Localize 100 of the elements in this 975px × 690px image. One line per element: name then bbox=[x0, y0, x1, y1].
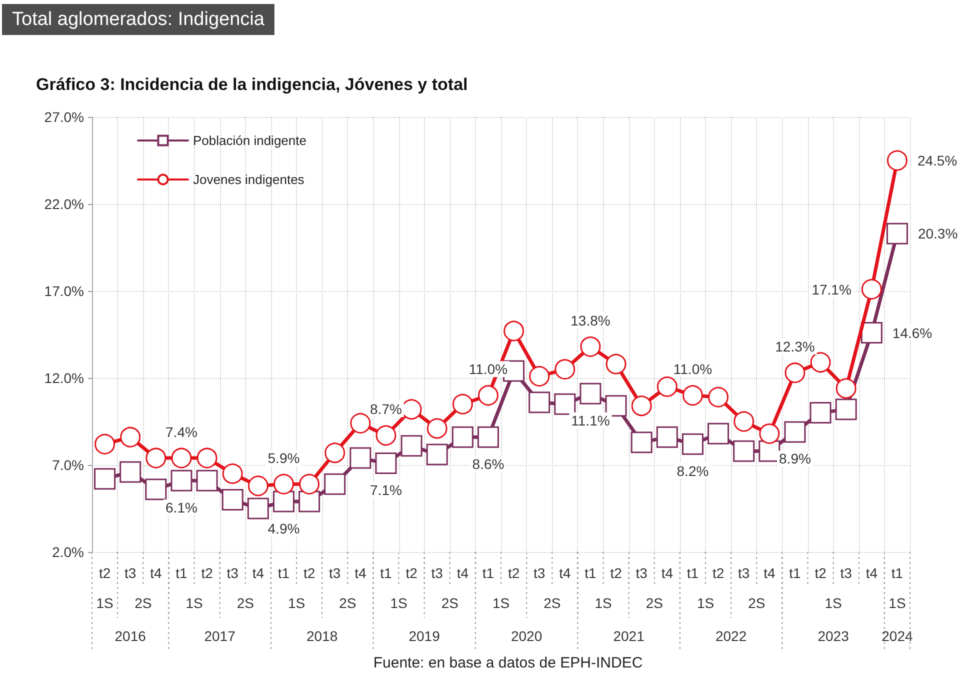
text: 2023 bbox=[818, 628, 850, 644]
text: 2S bbox=[339, 595, 356, 611]
data-label: 5.9% bbox=[268, 450, 300, 466]
point bbox=[196, 470, 218, 492]
x-tick-label: t2 bbox=[508, 565, 520, 581]
point bbox=[222, 489, 244, 511]
x-tick-label: t2 bbox=[610, 565, 622, 581]
chart-title: Total aglomerados: Indigencia bbox=[12, 9, 265, 30]
data-label: 6.1% bbox=[166, 499, 198, 516]
point bbox=[682, 433, 704, 455]
x-tick-label: t2 bbox=[303, 565, 316, 581]
text: 2016 bbox=[114, 628, 146, 644]
point bbox=[605, 395, 627, 417]
text: 1S bbox=[390, 595, 408, 611]
data-label: 8.6% bbox=[472, 456, 504, 472]
x-tick-label: t4 bbox=[456, 565, 469, 581]
data-label: 17.1% bbox=[812, 281, 852, 298]
point bbox=[835, 398, 857, 420]
point bbox=[477, 426, 499, 448]
data-label: 11.0% bbox=[673, 361, 712, 378]
text: 2S bbox=[441, 595, 458, 611]
point bbox=[656, 376, 678, 397]
point bbox=[529, 366, 550, 387]
point bbox=[580, 382, 602, 404]
text: 2018 bbox=[306, 628, 338, 644]
x-tick-label: t4 bbox=[559, 565, 571, 581]
point bbox=[273, 474, 294, 494]
point bbox=[452, 394, 473, 414]
point bbox=[656, 426, 678, 448]
y-tick-label: 12.0% bbox=[44, 370, 84, 386]
data-label: 14.6% bbox=[892, 324, 932, 341]
point bbox=[94, 468, 116, 490]
point bbox=[810, 402, 832, 424]
text: 2S bbox=[544, 595, 561, 611]
text: 2024 bbox=[882, 628, 913, 644]
point bbox=[733, 440, 755, 462]
point bbox=[784, 421, 806, 443]
data-label: 24.5% bbox=[917, 152, 958, 168]
data-label: 11.1% bbox=[571, 412, 610, 428]
legend-label: Población indigente bbox=[193, 133, 306, 148]
x-tick-label: t1 bbox=[686, 565, 699, 581]
point bbox=[120, 461, 142, 483]
text: 1S bbox=[492, 595, 510, 611]
point bbox=[94, 434, 116, 454]
x-tick-label: t3 bbox=[329, 565, 341, 581]
legend-label: Jovenes indigentes bbox=[193, 172, 305, 187]
text: 1S bbox=[888, 595, 906, 611]
x-tick-label: t3 bbox=[124, 565, 136, 581]
point bbox=[554, 359, 576, 380]
y-tick-label: 17.0% bbox=[44, 283, 84, 299]
point bbox=[298, 490, 320, 512]
x-tick-label: t1 bbox=[891, 565, 904, 581]
x-tick-label: t1 bbox=[789, 565, 802, 581]
text: 2020 bbox=[510, 628, 542, 644]
data-label: 7.1% bbox=[370, 482, 402, 498]
x-tick-label: t3 bbox=[534, 565, 546, 581]
point bbox=[426, 444, 448, 466]
x-tick-label: t4 bbox=[150, 565, 162, 581]
data-label: 11.0% bbox=[468, 361, 508, 378]
point bbox=[631, 396, 652, 416]
point bbox=[810, 352, 831, 373]
text: 2S bbox=[646, 595, 663, 611]
x-tick-label: t2 bbox=[814, 565, 827, 581]
point bbox=[580, 336, 601, 357]
x-tick-label: t4 bbox=[661, 565, 674, 581]
point bbox=[759, 423, 780, 444]
x-tick-label: t4 bbox=[764, 565, 776, 581]
text: 1S bbox=[696, 595, 714, 611]
x-tick-label: t4 bbox=[866, 565, 878, 581]
x-tick-label: t1 bbox=[278, 565, 290, 581]
point bbox=[478, 385, 498, 406]
text: 2019 bbox=[408, 628, 440, 644]
point bbox=[324, 442, 346, 464]
x-tick-label: t3 bbox=[431, 565, 444, 581]
point bbox=[170, 470, 192, 492]
point bbox=[861, 279, 882, 300]
x-tick-label: t2 bbox=[406, 565, 418, 581]
point bbox=[400, 435, 422, 457]
point bbox=[299, 474, 320, 494]
x-tick-label: t2 bbox=[98, 565, 111, 581]
x-tick-label: t2 bbox=[712, 565, 724, 581]
point bbox=[248, 476, 268, 496]
text: 1S bbox=[824, 595, 842, 611]
text: 2S bbox=[748, 595, 766, 611]
point bbox=[145, 478, 167, 500]
x-tick-label: t3 bbox=[840, 565, 852, 581]
source-note: Fuente: en base a datos de EPH-INDEC bbox=[373, 654, 643, 672]
point bbox=[554, 393, 576, 415]
point bbox=[528, 392, 550, 414]
point bbox=[350, 412, 371, 434]
x-tick-label: t1 bbox=[380, 565, 392, 581]
chart-subtitle: Gráfico 3: Incidencia de la indigencia, Jóvenes y total bbox=[36, 75, 468, 94]
point bbox=[734, 411, 754, 432]
text: 2022 bbox=[715, 628, 747, 644]
x-tick-label: t1 bbox=[584, 565, 597, 581]
text: 2021 bbox=[613, 628, 645, 644]
point bbox=[682, 385, 703, 406]
point bbox=[504, 320, 524, 342]
point bbox=[350, 447, 372, 469]
point bbox=[376, 425, 396, 446]
